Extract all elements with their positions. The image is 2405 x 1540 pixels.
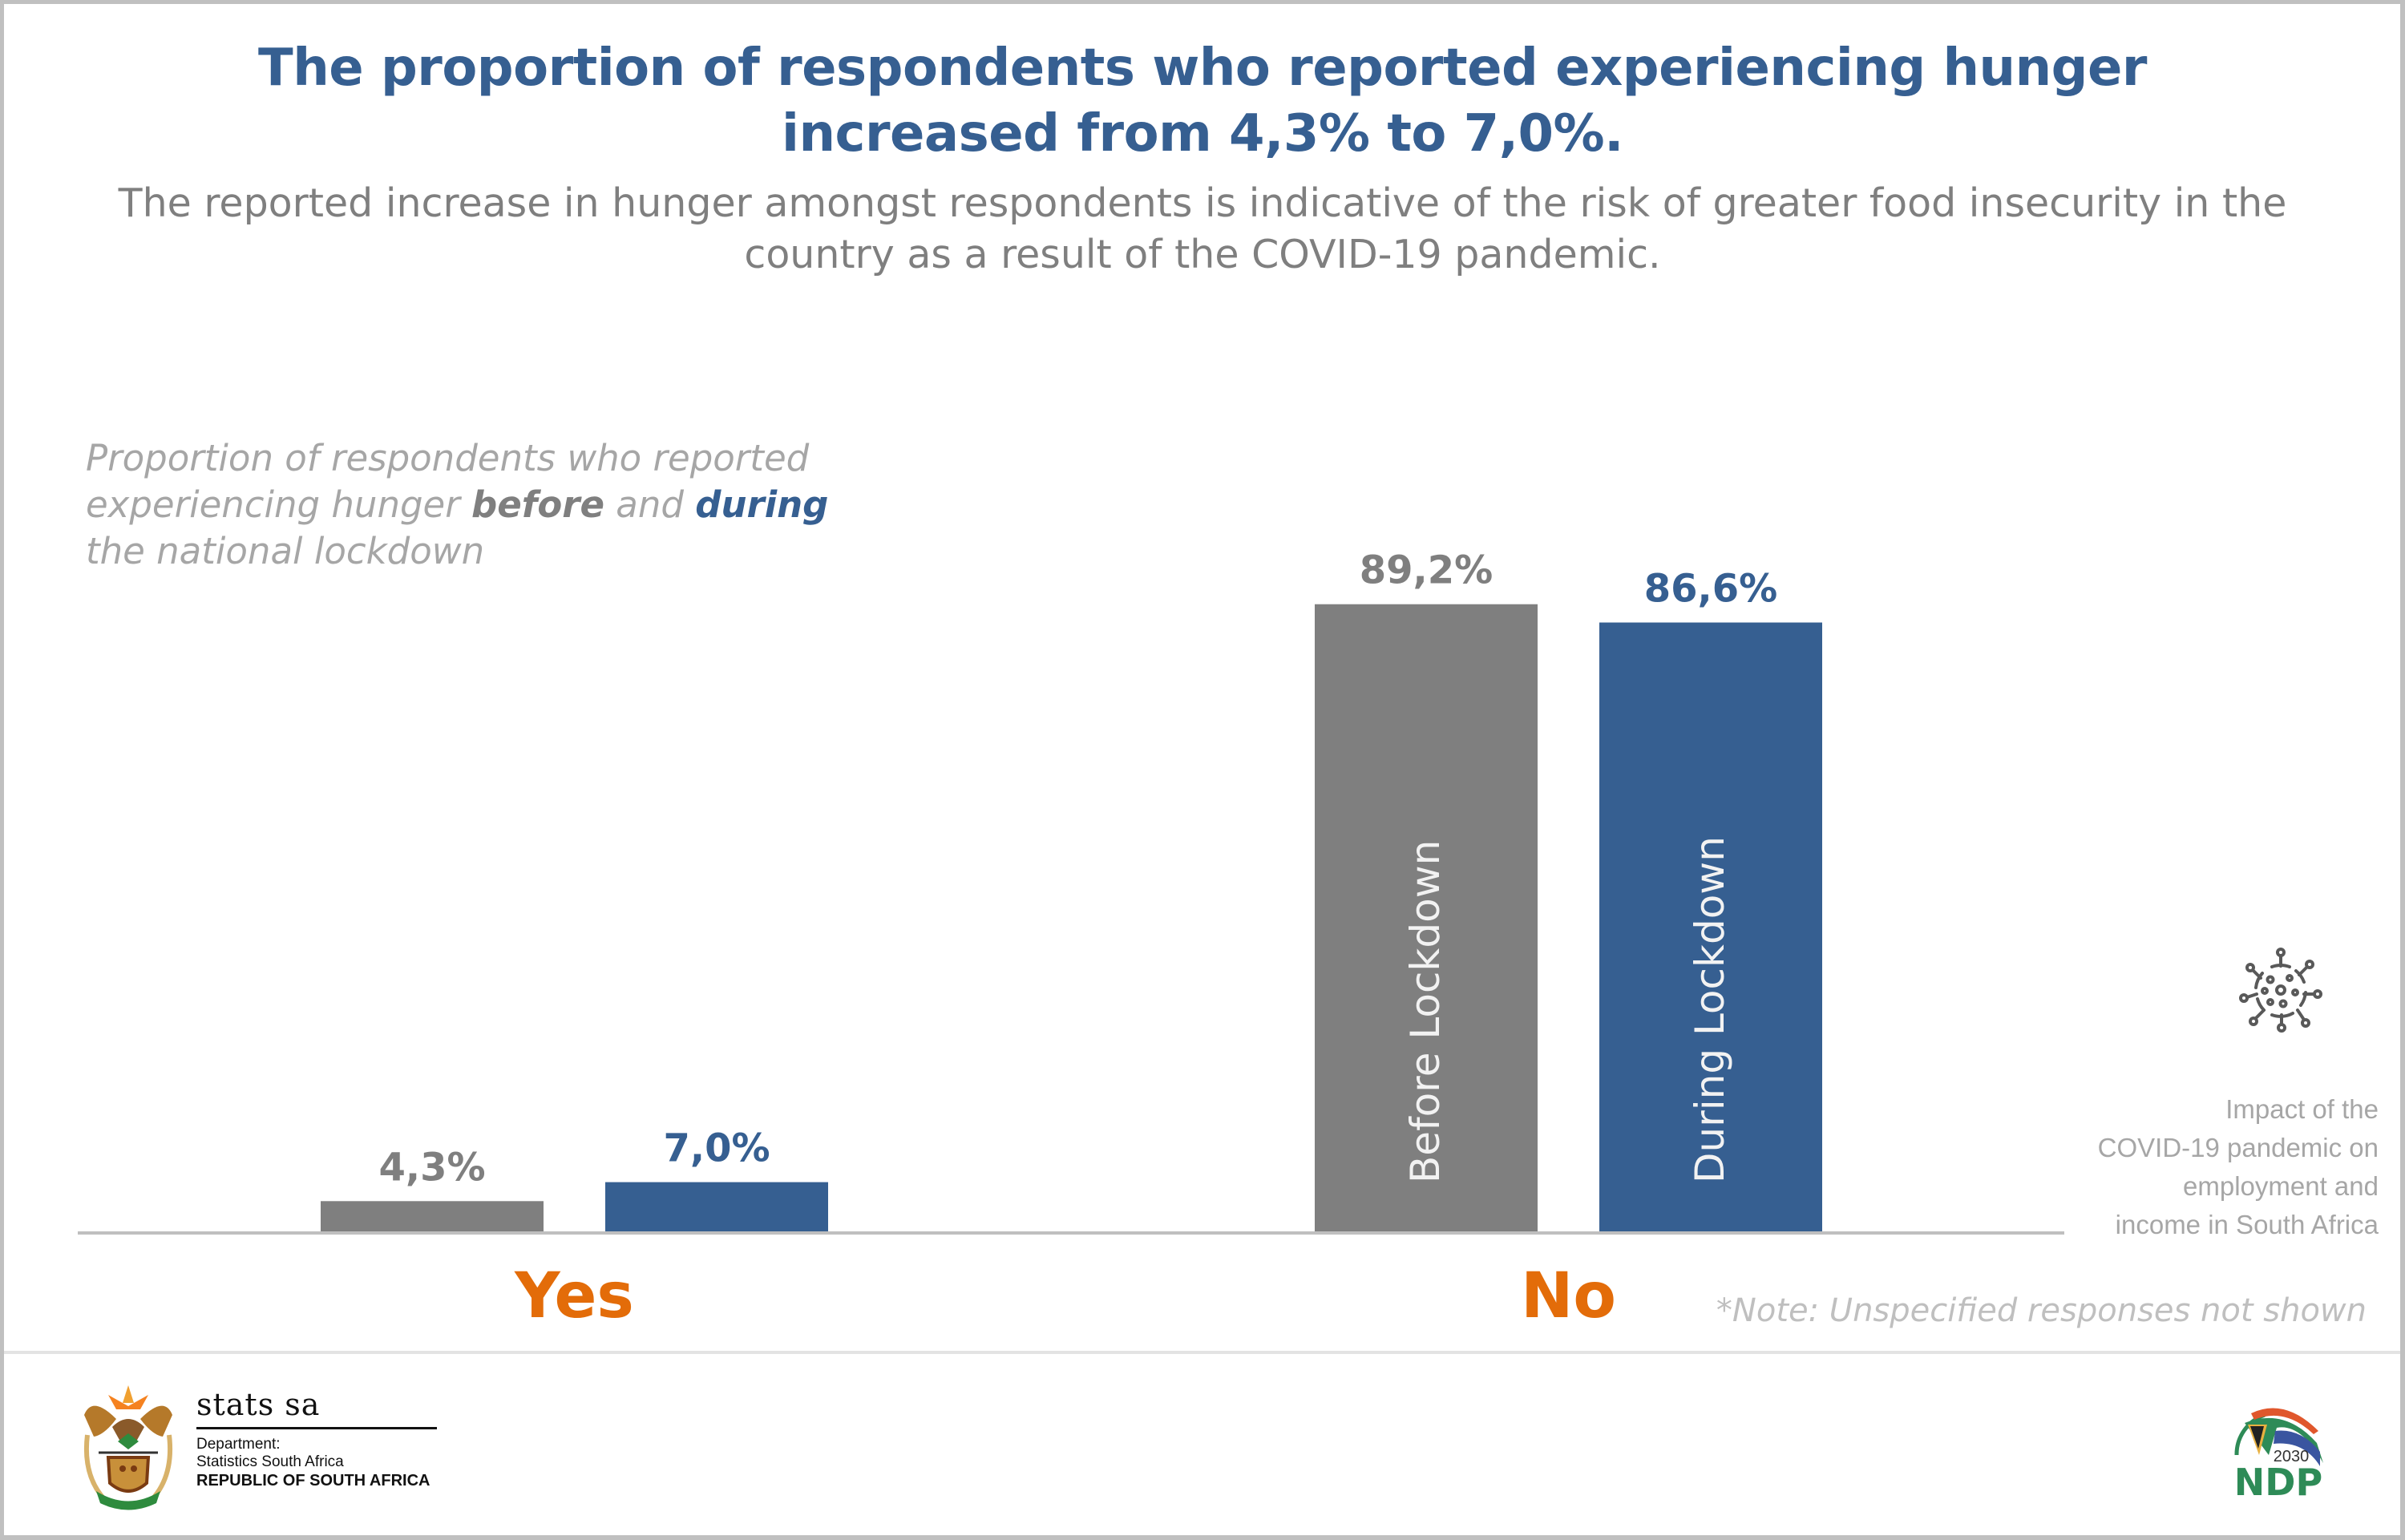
dept-line-1: Department: xyxy=(196,1436,281,1453)
footnote: *Note: Unspecified responses not shown xyxy=(1716,1292,2367,1329)
caption-line-2: experiencing hunger before and during xyxy=(86,482,887,528)
stats-sa-logo: stats sa Department: Statistics South Af… xyxy=(76,1379,445,1515)
coat-of-arms-icon xyxy=(83,1385,173,1510)
bar-yes-during-lockdown xyxy=(605,1182,828,1231)
category-label-yes: Yes xyxy=(514,1260,634,1332)
stats-sa-text: stats sa Department: Statistics South Af… xyxy=(196,1387,437,1490)
ndp-text: NDP xyxy=(2234,1461,2322,1503)
value-label: 7,0% xyxy=(663,1126,770,1171)
footer-divider xyxy=(4,1351,2400,1354)
bar-no-during-lockdown xyxy=(1599,622,1822,1231)
note-line: income in South Africa xyxy=(2115,1210,2379,1239)
caption-line-1: Proportion of respondents who reported xyxy=(86,437,810,479)
ndp-year: 2030 xyxy=(2274,1448,2310,1465)
legend-label-before-lockdown: Before Lockdown xyxy=(1402,840,1449,1183)
stats-sa-rule xyxy=(196,1427,437,1429)
chart-caption: Proportion of respondents who reported e… xyxy=(86,435,887,575)
bar-no-before-lockdown xyxy=(1315,604,1538,1231)
value-label: 86,6% xyxy=(1644,567,1778,612)
headline-line-1: The proportion of respondents who report… xyxy=(258,38,2147,98)
bars-group xyxy=(321,604,1822,1231)
labels-group: 4,3% 7,0% Yes 89,2% Before Lockdown 86,6% Duri… xyxy=(378,548,1777,1332)
report-title-note: Impact of the COVID-19 pandemic on emplo… xyxy=(2058,1090,2379,1244)
subtitle-line-2: country as a result of the COVID-19 pand… xyxy=(744,232,1661,277)
caption-during: during xyxy=(695,483,829,526)
bar-yes-before-lockdown xyxy=(321,1201,544,1231)
virus-icon xyxy=(2239,948,2322,1033)
stats-sa-name: stats sa xyxy=(196,1387,321,1422)
note-line: employment and xyxy=(2183,1171,2379,1201)
caption-text: experiencing hunger xyxy=(86,483,472,526)
caption-before: before xyxy=(471,483,604,526)
category-label-no: No xyxy=(1521,1260,1616,1332)
republic-label: REPUBLIC OF SOUTH AFRICA xyxy=(196,1472,430,1489)
ndp-2030-logo: 2030 NDP xyxy=(2234,1408,2323,1503)
subtitle-line-1: The reported increase in hunger amongst … xyxy=(118,180,2287,226)
headline-line-2: increased from 4,3% to 7,0%. xyxy=(782,104,1623,164)
dept-line-2: Statistics South Africa xyxy=(196,1453,344,1470)
note-line: Impact of the xyxy=(2225,1094,2379,1124)
value-label: 4,3% xyxy=(378,1145,485,1190)
value-label: 89,2% xyxy=(1360,548,1494,593)
legend-label-during-lockdown: During Lockdown xyxy=(1687,836,1733,1183)
caption-line-3: the national lockdown xyxy=(86,530,485,572)
caption-text: and xyxy=(604,483,696,526)
note-line: COVID-19 pandemic on xyxy=(2097,1133,2379,1162)
